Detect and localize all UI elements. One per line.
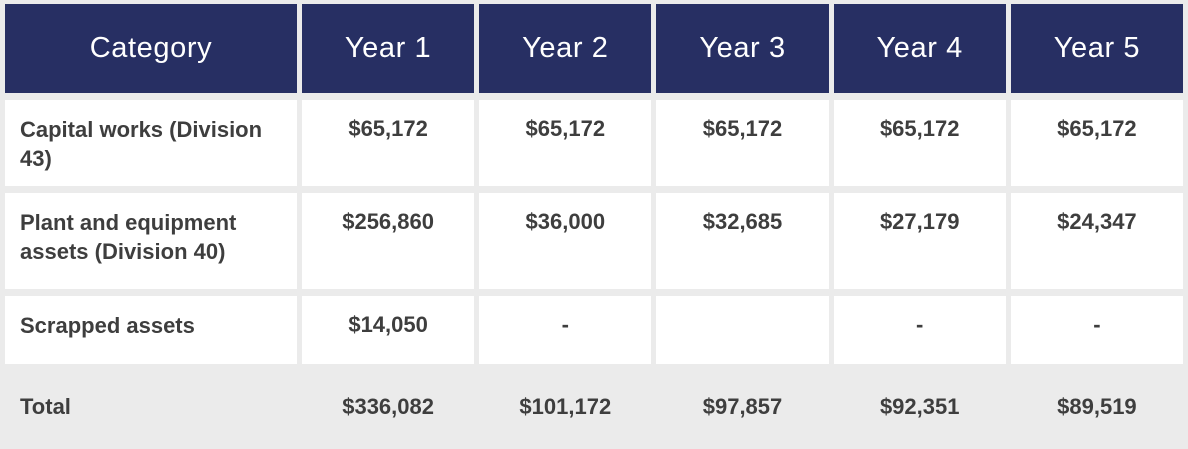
header-cell-year-5: Year 5: [1010, 4, 1184, 93]
category-cell: Scrapped assets: [5, 296, 297, 364]
table-row-plant-equipment: Plant and equipment assets (Division 40)…: [5, 193, 1184, 289]
total-row: Total $336,082 $101,172 $97,857 $92,351 …: [5, 364, 1183, 449]
total-value-year-2: $101,172: [519, 393, 612, 419]
value-cell-year-5: $24,347: [1010, 193, 1184, 289]
value-cell-year-1: $256,860: [302, 193, 475, 289]
category-cell: Plant and equipment assets (Division 40): [5, 193, 297, 289]
header-cell-year-1: Year 1: [302, 4, 475, 93]
total-label: Total: [20, 393, 71, 419]
header-cell-year-2: Year 2: [479, 4, 652, 93]
value-cell-year-5: -: [1010, 296, 1184, 364]
value-cell-year-2: -: [479, 296, 652, 364]
table-row-scrapped-assets: Scrapped assets $14,050 - - -: [5, 296, 1184, 364]
header-cell-year-4: Year 4: [833, 4, 1006, 93]
value-cell-year-3: [656, 296, 829, 364]
header-cell-year-3: Year 3: [656, 4, 829, 93]
table-row-capital-works: Capital works (Division 43) $65,172 $65,…: [5, 100, 1184, 186]
value-cell-year-4: $27,179: [833, 193, 1006, 289]
total-value-year-3: $97,857: [702, 393, 783, 419]
header-row: Category Year 1 Year 2 Year 3 Year 4 Yea…: [5, 4, 1184, 93]
total-value-year-5: $89,519: [1057, 393, 1137, 419]
header-cell-category: Category: [5, 4, 297, 93]
value-cell-year-1: $14,050: [302, 296, 475, 364]
total-value-year-4: $92,351: [879, 393, 960, 419]
total-value-year-1: $336,082: [342, 393, 434, 419]
value-cell-year-3: $65,172: [656, 100, 829, 186]
value-cell-year-4: -: [833, 296, 1006, 364]
value-cell-year-1: $65,172: [302, 100, 475, 186]
value-cell-year-3: $32,685: [656, 193, 829, 289]
category-cell: Capital works (Division 43): [5, 100, 297, 186]
value-cell-year-2: $65,172: [479, 100, 652, 186]
value-cell-year-5: $65,172: [1010, 100, 1184, 186]
value-cell-year-2: $36,000: [479, 193, 652, 289]
value-cell-year-4: $65,172: [833, 100, 1006, 186]
